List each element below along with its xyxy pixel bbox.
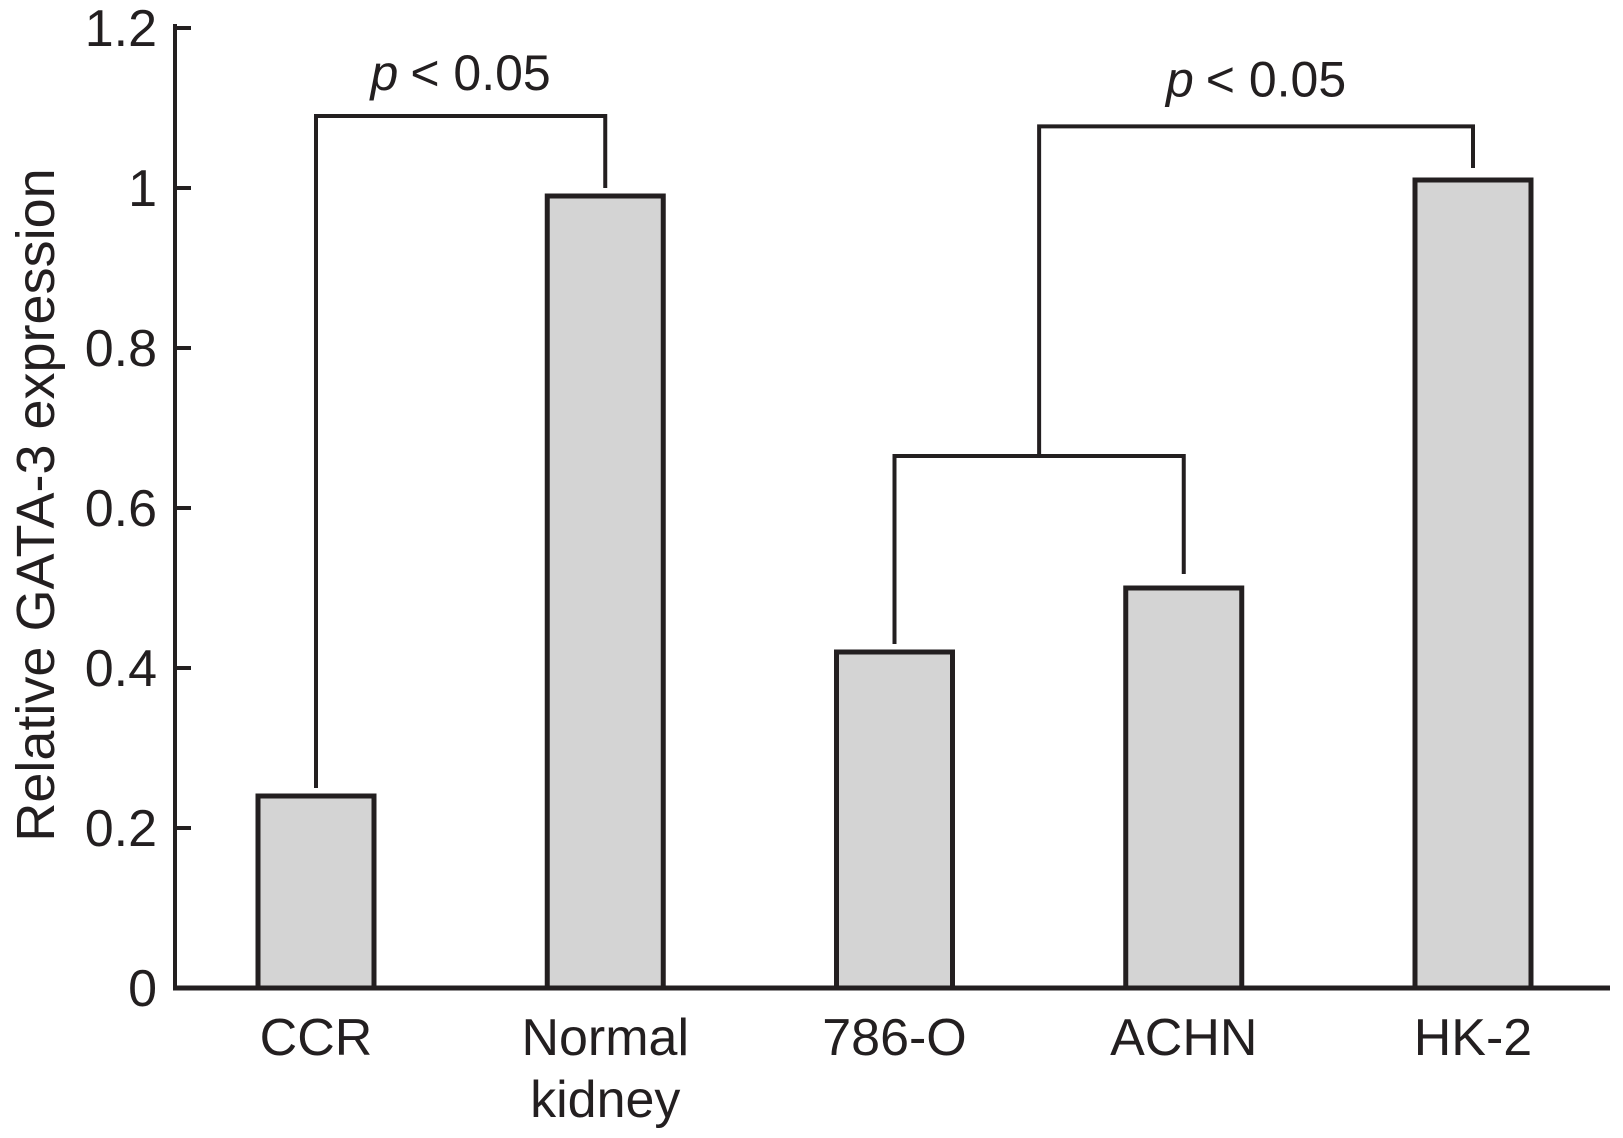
y-tick-label: 0.2	[85, 800, 157, 858]
y-tick-label: 0.8	[85, 320, 157, 378]
significance-bracket-1	[314, 114, 608, 788]
p-value-label-2: p < 0.05	[1164, 51, 1346, 107]
bar-achn	[1123, 585, 1245, 991]
bar-normal-kidney	[544, 193, 666, 991]
y-tick-label: 0.4	[85, 640, 157, 698]
category-label-hk-2: HK-2	[1414, 1009, 1532, 1067]
p-value-label-1: p < 0.05	[369, 45, 551, 101]
bar-786-o	[834, 649, 955, 991]
bar-hk-2	[1412, 177, 1534, 991]
category-label-achn: ACHN	[1110, 1009, 1257, 1067]
chart-layer: 0 0.2 0.4 0.6 0.8 1 1.2 CCR Normal kidney 786-O ACH…	[85, 0, 1610, 1129]
category-label-786-o: 786-O	[822, 1009, 967, 1067]
y-tick-label: 1.2	[85, 0, 157, 58]
bar-ccr	[255, 793, 377, 991]
y-tick-label: 0	[128, 960, 157, 1018]
category-label-ccr: CCR	[260, 1009, 373, 1067]
y-axis-title: Relative GATA-3 expression	[6, 168, 66, 841]
category-label-normal-kidney: Normal kidney	[521, 1009, 689, 1129]
y-tick-label: 0.6	[85, 480, 157, 538]
significance-bracket-2	[1037, 124, 1475, 456]
y-tick-label: 1	[128, 160, 157, 218]
